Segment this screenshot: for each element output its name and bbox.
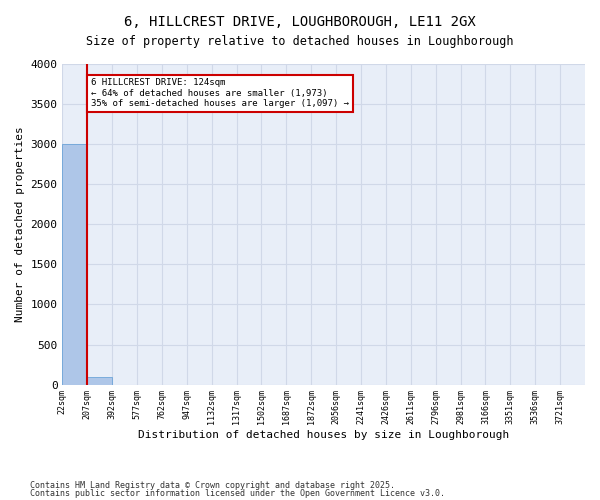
Text: Contains HM Land Registry data © Crown copyright and database right 2025.: Contains HM Land Registry data © Crown c… bbox=[30, 481, 395, 490]
Text: 6, HILLCREST DRIVE, LOUGHBOROUGH, LE11 2GX: 6, HILLCREST DRIVE, LOUGHBOROUGH, LE11 2… bbox=[124, 15, 476, 29]
Text: Contains public sector information licensed under the Open Government Licence v3: Contains public sector information licen… bbox=[30, 488, 445, 498]
Bar bbox=[88, 376, 112, 384]
Y-axis label: Number of detached properties: Number of detached properties bbox=[15, 126, 25, 322]
X-axis label: Distribution of detached houses by size in Loughborough: Distribution of detached houses by size … bbox=[138, 430, 509, 440]
Text: 6 HILLCREST DRIVE: 124sqm
← 64% of detached houses are smaller (1,973)
35% of se: 6 HILLCREST DRIVE: 124sqm ← 64% of detac… bbox=[91, 78, 349, 108]
Text: Size of property relative to detached houses in Loughborough: Size of property relative to detached ho… bbox=[86, 35, 514, 48]
Bar bbox=[62, 144, 88, 384]
